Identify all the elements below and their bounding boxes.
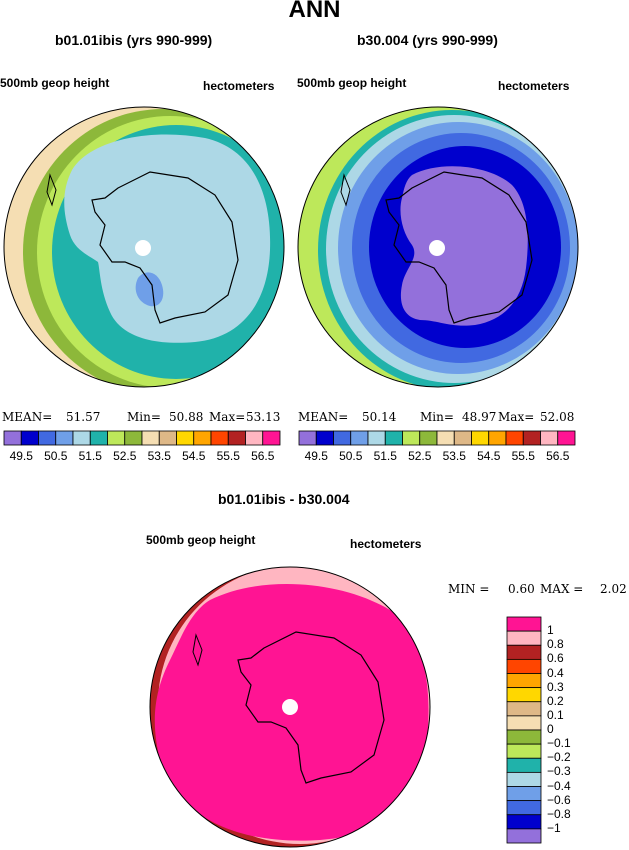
right-antarctica-coastline [385, 171, 533, 324]
left-colorbar-tick-label: 50.5 [44, 449, 68, 463]
left-pole-marker [135, 240, 151, 256]
diff-colorbar-swatch [506, 616, 542, 632]
diff-colorbar-swatch [506, 757, 542, 773]
right-min-value: 48.97 [462, 410, 497, 424]
right-max-label: Max= [498, 410, 535, 424]
left-case-title: b01.01ibis (yrs 990-999) [55, 32, 213, 48]
right-colorbar-tick-label: 56.5 [546, 449, 570, 463]
diff-colorbar-swatch [506, 729, 542, 745]
right-contour-band-49 [400, 166, 528, 326]
right-mean-label: MEAN= [298, 410, 349, 424]
right-min-label: Min= [420, 410, 454, 424]
right-max-value: 52.08 [540, 410, 575, 424]
diff-colorbar-swatch [506, 673, 542, 689]
left-colorbar-tick-label: 49.5 [9, 449, 33, 463]
diff-colorbar-swatch [506, 800, 542, 816]
left-colorbar-tick-label: 51.5 [78, 449, 102, 463]
left-colorbar-swatch [262, 430, 281, 446]
right-colorbar-swatch [557, 430, 576, 446]
diff-colorbar-swatch [506, 715, 542, 731]
diff-min-value: 0.60 [508, 582, 535, 596]
diff-colorbar-swatch [506, 786, 542, 802]
diff-map-border [149, 566, 431, 848]
right-colorbar-tick-label: 53.5 [442, 449, 466, 463]
diff-colorbar-swatch [506, 743, 542, 759]
left-mean-label: MEAN= [2, 410, 53, 424]
left-variable-label: 500mb geop height [0, 76, 110, 90]
right-colorbar-tick-label: 50.5 [339, 449, 363, 463]
right-colorbar-tick-label: 51.5 [373, 449, 397, 463]
left-max-label: Max= [209, 410, 246, 424]
left-antarctica-coastline [91, 171, 239, 324]
diff-colorbar-swatch [506, 630, 542, 646]
left-colorbar [3, 430, 281, 446]
diff-colorbar-swatch [506, 644, 542, 660]
diff-variable-label: 500mb geop height [146, 533, 256, 547]
left-south-america-tip [46, 173, 57, 207]
diff-colorbar [506, 616, 542, 844]
right-colorbar-tick-label: 55.5 [511, 449, 535, 463]
left-colorbar-tick-label: 56.5 [251, 449, 275, 463]
diff-colorbar-swatch [506, 771, 542, 787]
left-min-label: Min= [127, 410, 161, 424]
right-colorbar-tick-label: 54.5 [477, 449, 501, 463]
left-colorbar-tick-label: 53.5 [147, 449, 171, 463]
diff-max-value: 2.02 [600, 582, 627, 596]
main-title: ANN [288, 0, 341, 23]
right-units-label: hectometers [498, 79, 570, 93]
right-case-title: b30.004 (yrs 990-999) [357, 32, 498, 48]
left-colorbar-tick-label: 54.5 [182, 449, 206, 463]
left-colorbar-labels: 49.5 50.5 51.5 52.5 53.5 54.5 55.5 56.5 [0, 449, 629, 465]
diff-pole-marker [282, 699, 298, 715]
diff-colorbar-swatch [506, 687, 542, 703]
diff-title: b01.01ibis - b30.004 [218, 491, 350, 507]
right-colorbar-tick-label: 52.5 [408, 449, 432, 463]
left-map-border [3, 106, 285, 388]
left-units-label: hectometers [203, 79, 275, 93]
diff-south-america-tip [192, 633, 203, 667]
diff-max-label: MAX = [540, 582, 584, 596]
diff-colorbar-swatch [506, 828, 542, 844]
right-colorbar [298, 430, 576, 446]
diff-antarctica-coastline [237, 631, 385, 784]
diff-min-label: MIN = [448, 582, 490, 596]
left-mean-value: 51.57 [66, 410, 101, 424]
diff-colorbar-swatch [506, 701, 542, 717]
right-mean-value: 50.14 [362, 410, 397, 424]
right-colorbar-tick-label: 49.5 [304, 449, 328, 463]
diff-units-label: hectometers [350, 537, 422, 551]
left-contour-band-51.5 [64, 134, 271, 343]
diff-colorbar-swatch [506, 658, 542, 674]
right-south-america-tip [340, 173, 351, 207]
left-colorbar-tick-label: 52.5 [113, 449, 137, 463]
right-map-border [297, 106, 579, 388]
diff-colorbar-swatch [506, 814, 542, 830]
left-contour-band-51 [135, 272, 164, 307]
left-colorbar-tick-label: 55.5 [216, 449, 240, 463]
left-min-value: 50.88 [169, 410, 204, 424]
left-max-value: 53.13 [246, 410, 281, 424]
right-colorbar-labels: 49.5 50.5 51.5 52.5 53.5 54.5 55.5 56.5 [0, 449, 629, 465]
right-pole-marker [429, 240, 445, 256]
right-variable-label: 500mb geop height [297, 76, 407, 90]
